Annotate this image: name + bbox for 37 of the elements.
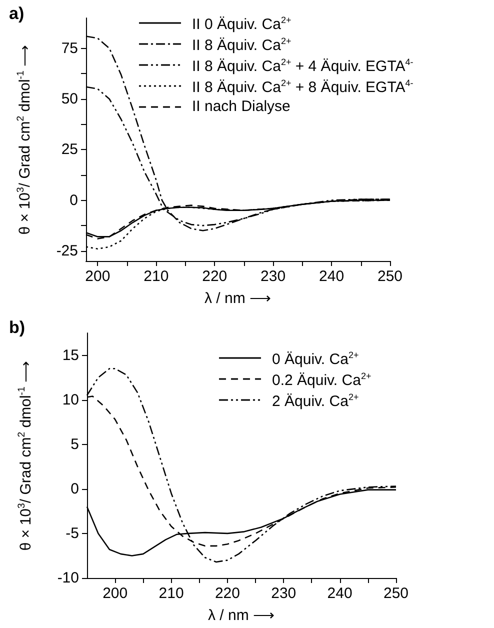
chart-title: b): [9, 318, 26, 337]
legend-label: II 8 Äquiv. Ca$^{2+}$ + 4 Äquiv. EGTA$^{4-}$: [192, 57, 414, 75]
x-tick-label: 210: [158, 585, 184, 602]
y-tick-label: 15: [62, 346, 79, 364]
legend-label: II 0 Äquiv. Ca$^{2+}$: [192, 14, 292, 35]
y-tick-label: 0: [70, 192, 78, 209]
x-tick-label: 210: [144, 268, 169, 285]
x-tick-label: 200: [85, 268, 110, 285]
legend-label: II 8 Äquiv. Ca$^{2+}$ + 8 Äquiv. EGTA$^{4-}$: [192, 78, 414, 96]
x-tick-label: 220: [214, 585, 240, 602]
y-axis-title: θ × 103/ Grad cm2 dmol-1 ⟶: [15, 44, 34, 235]
x-tick-label: 200: [102, 585, 128, 602]
x-tick-label: 250: [383, 585, 409, 602]
y-tick-label: 25: [61, 141, 78, 158]
y-tick-label: 10: [62, 391, 79, 408]
y-tick-label: -25: [56, 242, 78, 260]
legend-label: II nach Dialyse: [192, 96, 290, 116]
chart-title: a): [9, 4, 24, 23]
y-axis-title: θ × 103/ Grad cm2 dmol-1 ⟶: [16, 360, 34, 551]
x-tick-label: 230: [260, 268, 286, 285]
y-tick-label: -10: [57, 570, 79, 586]
x-tick-label: 220: [202, 268, 228, 285]
legend-label: 0.2 Äquiv. Ca$^{2+}$: [272, 371, 372, 389]
x-tick-label: 250: [377, 268, 403, 285]
x-tick-label: 230: [271, 585, 296, 602]
legend-label: 0 Äquiv. Ca$^{2+}$: [272, 349, 359, 370]
y-tick-label: 50: [61, 90, 78, 108]
legend-label: II 8 Äquiv. Ca$^{2+}$: [192, 36, 292, 54]
x-axis-title: λ / nm ⟶: [204, 290, 272, 307]
x-tick-label: 240: [319, 268, 344, 285]
y-tick-label: -5: [66, 524, 79, 542]
y-tick-label: 75: [61, 40, 78, 57]
x-tick-label: 240: [327, 585, 352, 602]
y-tick-label: 5: [70, 436, 79, 453]
legend-label: 2 Äquiv. Ca$^{2+}$: [272, 392, 359, 410]
y-tick-label: 0: [70, 480, 79, 498]
x-axis-title: λ / nm ⟶: [208, 607, 276, 624]
